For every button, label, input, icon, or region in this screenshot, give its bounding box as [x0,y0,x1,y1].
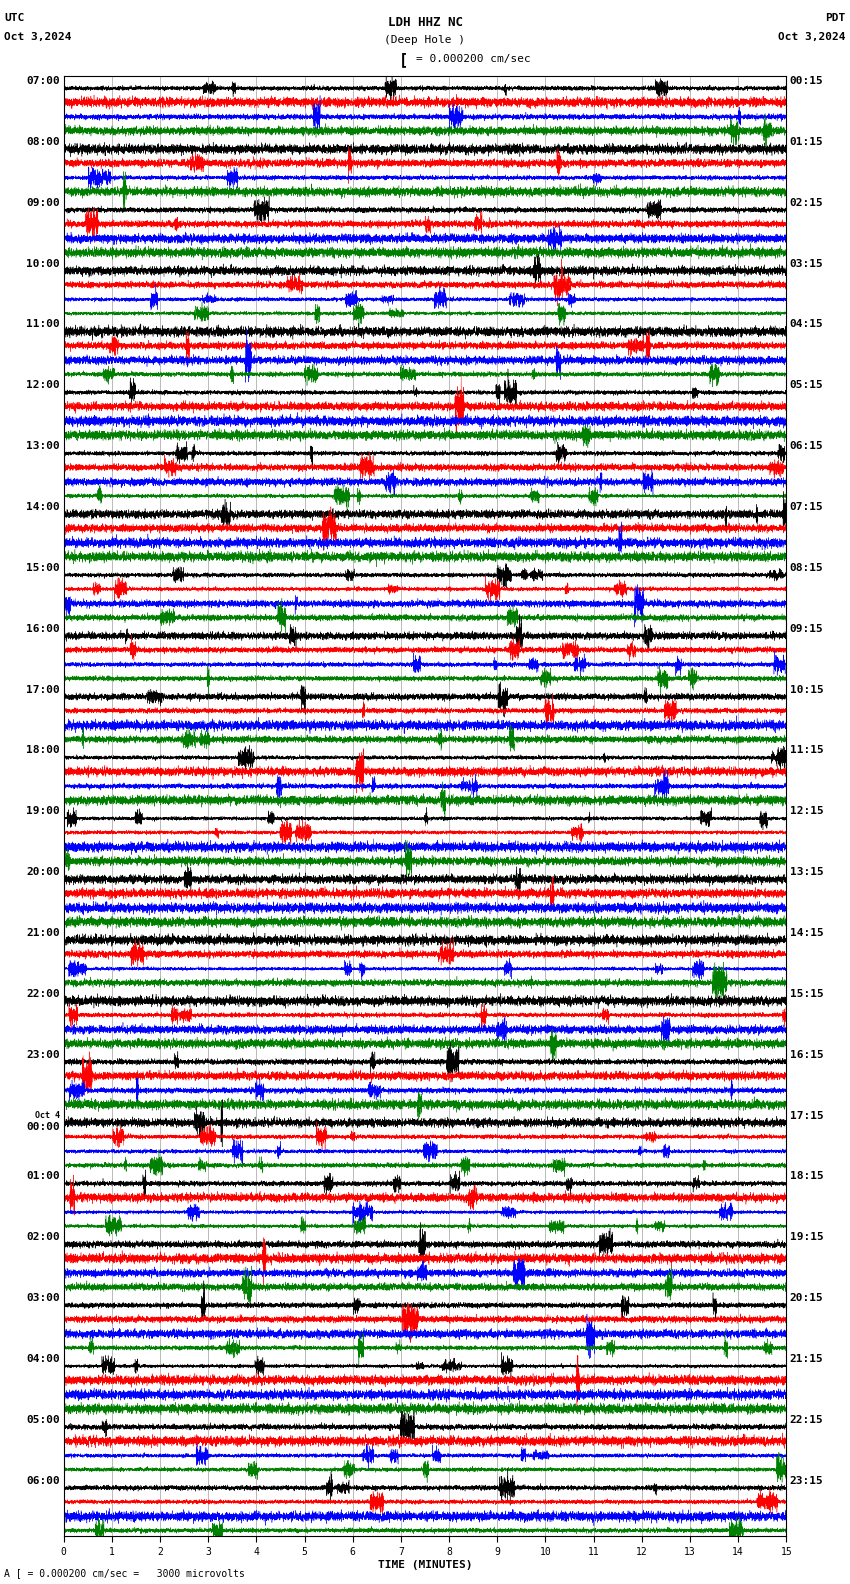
Text: 08:00: 08:00 [26,136,60,147]
Text: A [ = 0.000200 cm/sec =   3000 microvolts: A [ = 0.000200 cm/sec = 3000 microvolts [4,1568,245,1578]
Text: 03:15: 03:15 [790,258,824,269]
Text: 11:00: 11:00 [26,320,60,329]
Text: 10:15: 10:15 [790,684,824,694]
Text: Oct 3,2024: Oct 3,2024 [779,32,846,41]
Text: 04:00: 04:00 [26,1354,60,1364]
Text: 00:00: 00:00 [26,1121,60,1133]
Text: 23:15: 23:15 [790,1476,824,1486]
Text: LDH HHZ NC: LDH HHZ NC [388,16,462,29]
Text: 13:00: 13:00 [26,442,60,451]
Text: = 0.000200 cm/sec: = 0.000200 cm/sec [416,54,531,63]
Text: 02:15: 02:15 [790,198,824,208]
Text: 20:00: 20:00 [26,866,60,878]
Text: Oct 3,2024: Oct 3,2024 [4,32,71,41]
X-axis label: TIME (MINUTES): TIME (MINUTES) [377,1560,473,1570]
Text: 12:00: 12:00 [26,380,60,390]
Text: 17:15: 17:15 [790,1110,824,1120]
Text: 05:00: 05:00 [26,1415,60,1424]
Text: 20:15: 20:15 [790,1293,824,1304]
Text: 16:15: 16:15 [790,1050,824,1060]
Text: UTC: UTC [4,13,25,22]
Text: 18:15: 18:15 [790,1172,824,1182]
Text: [: [ [399,52,408,67]
Text: Oct 4: Oct 4 [35,1110,60,1120]
Text: 09:15: 09:15 [790,624,824,634]
Text: 09:00: 09:00 [26,198,60,208]
Text: 05:15: 05:15 [790,380,824,390]
Text: 15:00: 15:00 [26,562,60,573]
Text: 12:15: 12:15 [790,806,824,816]
Text: PDT: PDT [825,13,846,22]
Text: 21:00: 21:00 [26,928,60,938]
Text: 06:00: 06:00 [26,1476,60,1486]
Text: 07:00: 07:00 [26,76,60,86]
Text: 01:00: 01:00 [26,1172,60,1182]
Text: 18:00: 18:00 [26,746,60,756]
Text: 10:00: 10:00 [26,258,60,269]
Text: 06:15: 06:15 [790,442,824,451]
Text: 13:15: 13:15 [790,866,824,878]
Text: 14:15: 14:15 [790,928,824,938]
Text: 19:15: 19:15 [790,1232,824,1242]
Text: 15:15: 15:15 [790,988,824,1000]
Text: 22:00: 22:00 [26,988,60,1000]
Text: 21:15: 21:15 [790,1354,824,1364]
Text: 19:00: 19:00 [26,806,60,816]
Text: 23:00: 23:00 [26,1050,60,1060]
Text: 03:00: 03:00 [26,1293,60,1304]
Text: (Deep Hole ): (Deep Hole ) [384,35,466,44]
Text: 17:00: 17:00 [26,684,60,694]
Text: 07:15: 07:15 [790,502,824,512]
Text: 02:00: 02:00 [26,1232,60,1242]
Text: 01:15: 01:15 [790,136,824,147]
Text: 08:15: 08:15 [790,562,824,573]
Text: 04:15: 04:15 [790,320,824,329]
Text: 00:15: 00:15 [790,76,824,86]
Text: 16:00: 16:00 [26,624,60,634]
Text: 14:00: 14:00 [26,502,60,512]
Text: 11:15: 11:15 [790,746,824,756]
Text: 22:15: 22:15 [790,1415,824,1424]
